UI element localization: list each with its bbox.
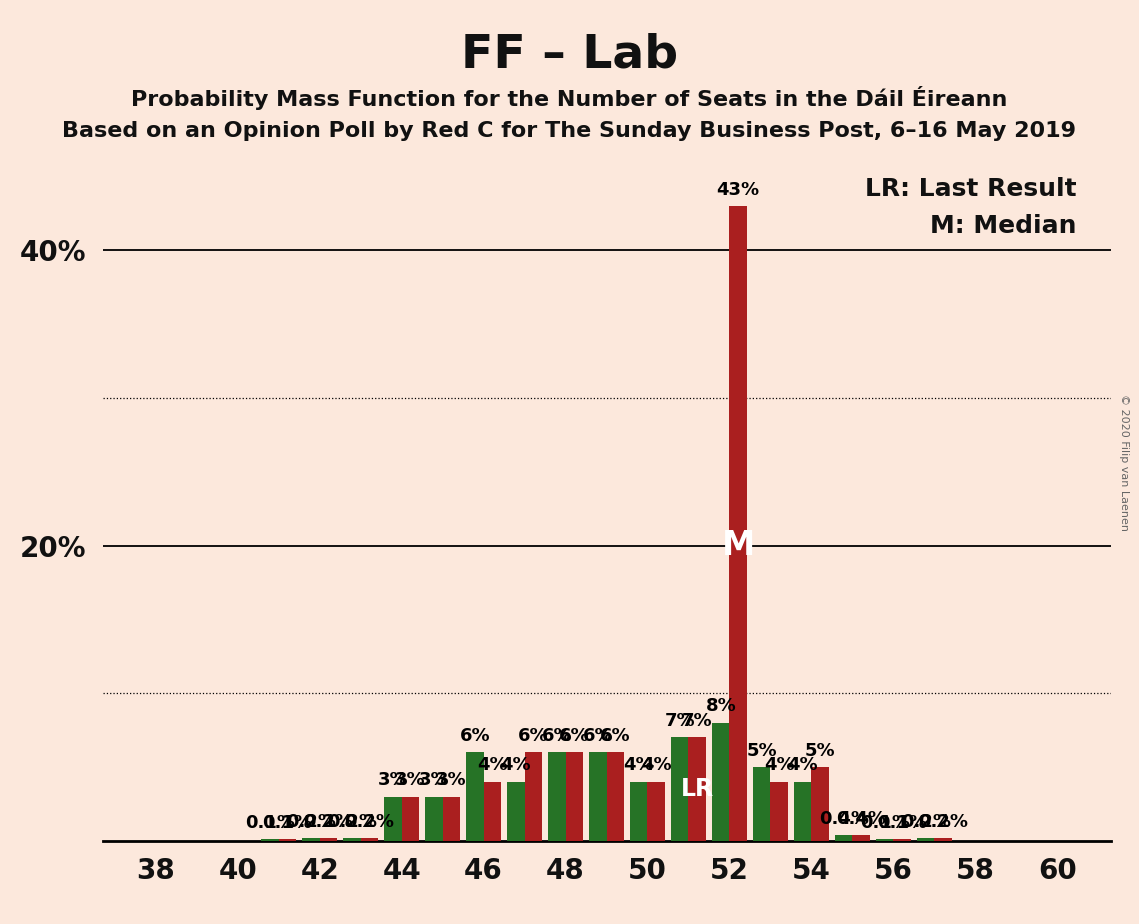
Bar (344, 838, 361, 841)
Text: 3%: 3% (378, 772, 409, 789)
Text: © 2020 Filip van Laenen: © 2020 Filip van Laenen (1120, 394, 1129, 530)
Text: 5%: 5% (804, 742, 835, 760)
Text: 7%: 7% (664, 712, 695, 730)
Bar (484, 782, 501, 841)
Bar (794, 782, 811, 841)
Bar (320, 838, 337, 841)
Bar (893, 839, 910, 841)
Text: 4%: 4% (623, 757, 654, 774)
Bar (917, 838, 934, 841)
Bar (507, 782, 525, 841)
Bar (729, 206, 747, 841)
Text: 4%: 4% (641, 757, 671, 774)
Bar (688, 737, 706, 841)
Text: M: Median: M: Median (929, 214, 1076, 238)
Text: 8%: 8% (705, 698, 736, 715)
Text: 0.2%: 0.2% (327, 812, 377, 831)
Text: 4%: 4% (764, 757, 794, 774)
Text: 4%: 4% (477, 757, 508, 774)
Text: 6%: 6% (600, 727, 630, 745)
Bar (606, 752, 624, 841)
Text: LR: Last Result: LR: Last Result (865, 177, 1076, 201)
Bar (548, 752, 566, 841)
Text: 0.1%: 0.1% (860, 814, 910, 832)
Bar (852, 835, 869, 841)
Text: 0.2%: 0.2% (344, 812, 394, 831)
Bar (934, 838, 951, 841)
Bar (402, 796, 419, 841)
Bar (811, 767, 828, 841)
Bar (835, 835, 852, 841)
Text: 6%: 6% (518, 727, 549, 745)
Bar (466, 752, 484, 841)
Bar (876, 839, 893, 841)
Bar (361, 838, 378, 841)
Bar (385, 796, 402, 841)
Text: 4%: 4% (787, 757, 818, 774)
Text: 0.4%: 0.4% (819, 809, 869, 828)
Text: 0.1%: 0.1% (245, 814, 295, 832)
Bar (443, 796, 460, 841)
Text: Probability Mass Function for the Number of Seats in the Dáil Éireann: Probability Mass Function for the Number… (131, 86, 1008, 110)
Text: 0.1%: 0.1% (262, 814, 312, 832)
Bar (671, 737, 688, 841)
Text: 4%: 4% (501, 757, 531, 774)
Text: 6%: 6% (559, 727, 590, 745)
Text: 0.2%: 0.2% (918, 812, 968, 831)
Bar (525, 752, 542, 841)
Text: 3%: 3% (419, 772, 449, 789)
Text: 0.2%: 0.2% (286, 812, 336, 831)
Bar (712, 723, 729, 841)
Text: 0.2%: 0.2% (303, 812, 353, 831)
Bar (303, 838, 320, 841)
Text: 6%: 6% (460, 727, 490, 745)
Text: 7%: 7% (682, 712, 712, 730)
Bar (566, 752, 583, 841)
Text: Based on an Opinion Poll by Red C for The Sunday Business Post, 6–16 May 2019: Based on an Opinion Poll by Red C for Th… (63, 121, 1076, 141)
Bar (279, 839, 296, 841)
Text: M: M (721, 529, 755, 562)
Text: 3%: 3% (395, 772, 426, 789)
Text: 0.1%: 0.1% (877, 814, 927, 832)
Text: 6%: 6% (583, 727, 613, 745)
Text: 5%: 5% (746, 742, 777, 760)
Text: 0.4%: 0.4% (836, 809, 886, 828)
Text: 6%: 6% (542, 727, 572, 745)
Text: LR: LR (680, 777, 714, 801)
Text: 43%: 43% (716, 180, 760, 199)
Bar (753, 767, 770, 841)
Bar (647, 782, 665, 841)
Bar (770, 782, 788, 841)
Text: FF – Lab: FF – Lab (461, 32, 678, 78)
Bar (589, 752, 606, 841)
Text: 0.2%: 0.2% (901, 812, 951, 831)
Bar (630, 782, 647, 841)
Bar (262, 839, 279, 841)
Bar (425, 796, 443, 841)
Text: 3%: 3% (436, 772, 467, 789)
